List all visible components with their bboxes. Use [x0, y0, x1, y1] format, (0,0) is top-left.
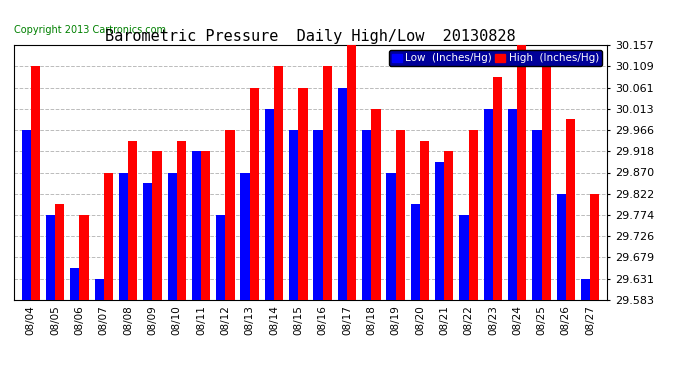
Text: Copyright 2013 Cartronics.com: Copyright 2013 Cartronics.com — [14, 25, 166, 35]
Bar — [119, 172, 128, 300]
Bar — [144, 183, 152, 300]
Bar — [177, 141, 186, 300]
Bar — [518, 45, 526, 300]
Bar — [420, 141, 429, 300]
Bar — [435, 162, 444, 300]
Bar — [289, 130, 298, 300]
Bar — [566, 119, 575, 300]
Bar — [581, 279, 590, 300]
Bar — [201, 151, 210, 300]
Bar — [395, 130, 405, 300]
Bar — [557, 194, 566, 300]
Bar — [226, 130, 235, 300]
Bar — [337, 88, 347, 300]
Title: Barometric Pressure  Daily High/Low  20130828: Barometric Pressure Daily High/Low 20130… — [105, 29, 516, 44]
Bar — [95, 279, 103, 300]
Bar — [532, 130, 542, 300]
Bar — [274, 66, 284, 300]
Bar — [590, 194, 600, 300]
Bar — [152, 151, 161, 300]
Bar — [444, 151, 453, 300]
Bar — [216, 215, 226, 300]
Bar — [411, 204, 420, 300]
Bar — [46, 215, 55, 300]
Bar — [128, 141, 137, 300]
Bar — [362, 130, 371, 300]
Bar — [240, 172, 250, 300]
Bar — [469, 130, 477, 300]
Bar — [484, 109, 493, 300]
Bar — [542, 66, 551, 300]
Bar — [508, 109, 518, 300]
Bar — [460, 215, 469, 300]
Bar — [250, 88, 259, 300]
Bar — [55, 204, 64, 300]
Bar — [298, 88, 308, 300]
Bar — [323, 66, 332, 300]
Bar — [21, 130, 31, 300]
Bar — [371, 109, 381, 300]
Bar — [104, 172, 113, 300]
Bar — [192, 151, 201, 300]
Bar — [168, 172, 177, 300]
Legend: Low  (Inches/Hg), High  (Inches/Hg): Low (Inches/Hg), High (Inches/Hg) — [388, 50, 602, 66]
Bar — [313, 130, 323, 300]
Bar — [31, 66, 40, 300]
Bar — [79, 215, 89, 300]
Bar — [493, 77, 502, 300]
Bar — [386, 172, 395, 300]
Bar — [265, 109, 274, 300]
Bar — [70, 268, 79, 300]
Bar — [347, 45, 356, 300]
